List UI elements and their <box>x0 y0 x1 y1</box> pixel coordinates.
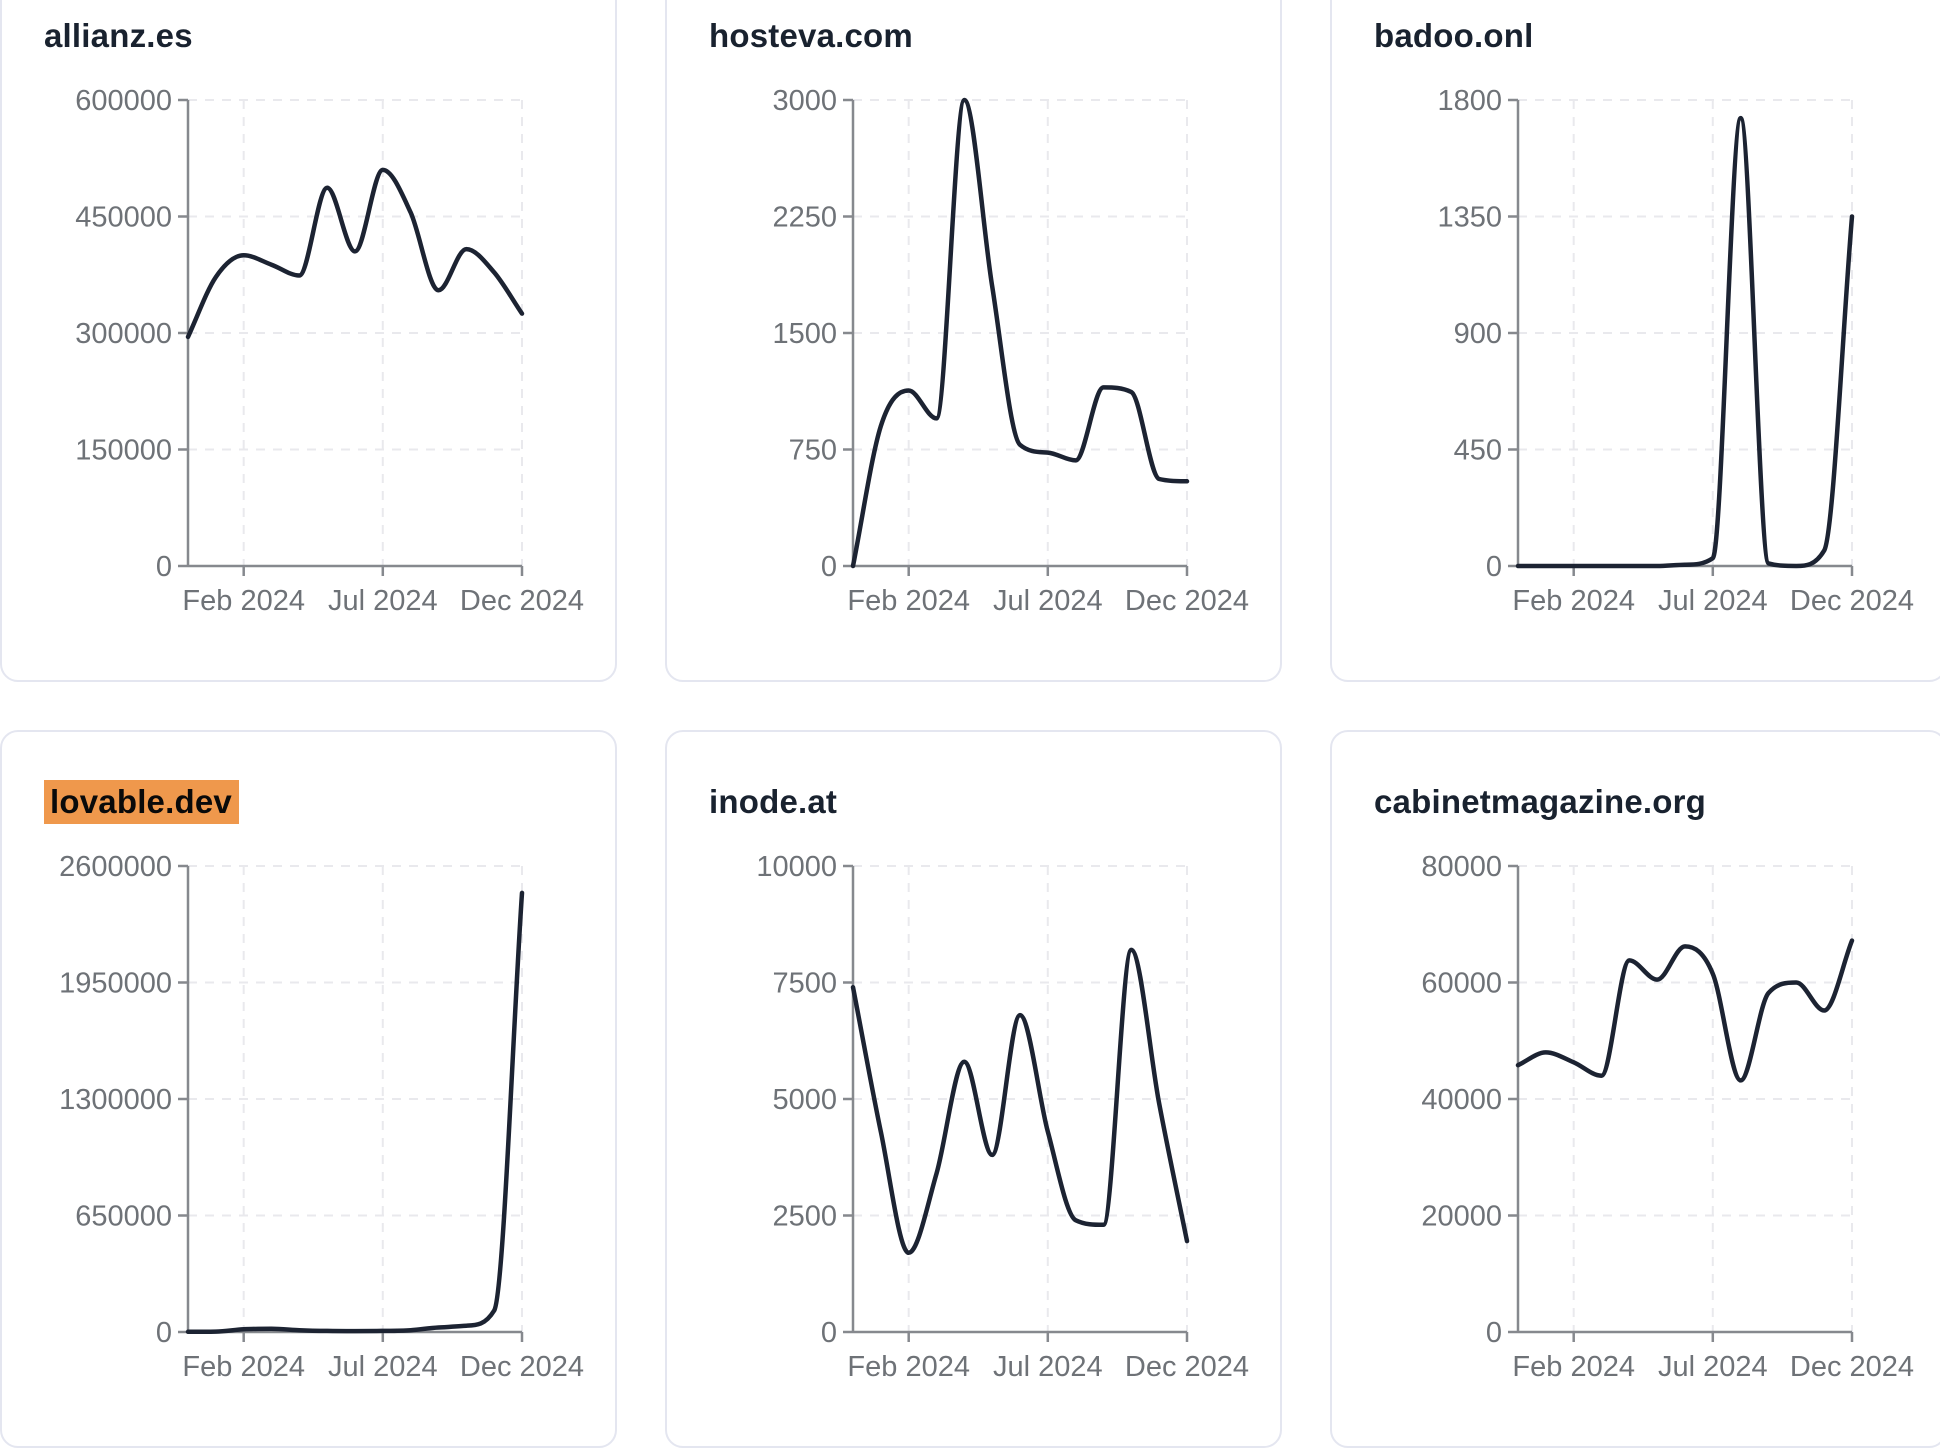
y-axis-tick-label: 0 <box>821 551 837 583</box>
y-axis-tick-label: 650000 <box>75 1201 172 1233</box>
y-axis-tick-label: 0 <box>1486 1317 1502 1349</box>
y-axis-tick-label: 900 <box>1454 318 1502 350</box>
y-axis-tick-label: 1500 <box>772 318 837 350</box>
x-axis-tick-label: Jul 2024 <box>328 1351 438 1383</box>
chart-card-hosteva-com: hosteva.com 0 750 1500 2250 3000 Feb 2024 Jul … <box>665 0 1282 682</box>
domain-title-text: badoo.onl <box>1374 17 1534 54</box>
x-axis-tick-label: Feb 2024 <box>847 585 970 617</box>
x-axis-tick-label: Jul 2024 <box>1658 585 1768 617</box>
x-axis-tick-label: Jul 2024 <box>1658 1351 1768 1383</box>
line-chart: 0 20000 40000 60000 80000 Feb 2024 Jul 2024 Dec… <box>1421 851 1914 1383</box>
x-axis-tick-label: Dec 2024 <box>1125 585 1249 617</box>
y-axis-tick-label: 0 <box>156 1317 172 1349</box>
domain-title: badoo.onl <box>1374 16 1940 56</box>
y-axis-tick-label: 40000 <box>1421 1084 1502 1116</box>
y-axis-tick-label: 5000 <box>772 1084 837 1116</box>
y-axis-tick-label: 2600000 <box>59 851 172 883</box>
chart-card-lovable-dev: lovable.dev 0 650000 1300000 1950000 2600000… <box>0 730 617 1448</box>
trend-line <box>185 890 525 1335</box>
chart-card-inode-at: inode.at 0 2500 5000 7500 10000 Feb 2024 Jul 2… <box>665 730 1282 1448</box>
domain-title: inode.at <box>709 782 1280 822</box>
y-axis-tick-label: 1350 <box>1437 202 1502 234</box>
x-axis-tick-label: Feb 2024 <box>182 1351 305 1383</box>
y-axis-tick-label: 450 <box>1454 435 1502 467</box>
x-axis-tick-label: Feb 2024 <box>1512 1351 1635 1383</box>
domain-title-text: cabinetmagazine.org <box>1374 783 1707 820</box>
y-axis-tick-label: 1800 <box>1437 85 1502 117</box>
y-axis-tick-label: 0 <box>821 1317 837 1349</box>
x-axis-tick-label: Jul 2024 <box>993 1351 1103 1383</box>
y-axis-tick-label: 2250 <box>772 202 837 234</box>
x-axis-tick-label: Jul 2024 <box>328 585 438 617</box>
chart-card-allianz-es: allianz.es 0 150000 300000 450000 600000 Feb … <box>0 0 617 682</box>
y-axis-tick-label: 0 <box>1486 551 1502 583</box>
line-chart: 0 150000 300000 450000 600000 Feb 2024 Jul 202… <box>75 85 584 617</box>
domain-title: hosteva.com <box>709 16 1280 56</box>
trend-line <box>1515 115 1855 569</box>
trend-line <box>185 167 525 340</box>
y-axis-tick-label: 1950000 <box>59 968 172 1000</box>
domain-title: allianz.es <box>44 16 615 56</box>
y-axis-tick-label: 0 <box>156 551 172 583</box>
y-axis-tick-label: 1300000 <box>59 1084 172 1116</box>
x-axis-tick-label: Jul 2024 <box>993 585 1103 617</box>
x-axis-tick-label: Dec 2024 <box>460 585 584 617</box>
x-axis-tick-label: Feb 2024 <box>182 585 305 617</box>
y-axis-tick-label: 7500 <box>772 968 837 1000</box>
y-axis-tick-label: 600000 <box>75 85 172 117</box>
x-axis-tick-label: Dec 2024 <box>1125 1351 1249 1383</box>
domain-title-text-highlighted: lovable.dev <box>44 780 239 824</box>
trend-line <box>1515 938 1855 1083</box>
chart-card-badoo-onl: badoo.onl 0 450 900 1350 1800 Feb 2024 Jul 202… <box>1330 0 1940 682</box>
line-chart: 0 650000 1300000 1950000 2600000 Feb 2024 Jul … <box>59 851 584 1383</box>
domain-title: cabinetmagazine.org <box>1374 782 1940 822</box>
domain-title-text: hosteva.com <box>709 17 913 54</box>
y-axis-tick-label: 450000 <box>75 202 172 234</box>
domain-title-text: allianz.es <box>44 17 193 54</box>
y-axis-tick-label: 10000 <box>756 851 837 883</box>
line-chart: 0 450 900 1350 1800 Feb 2024 Jul 2024 Dec 2024 <box>1437 85 1914 617</box>
x-axis-tick-label: Feb 2024 <box>1512 585 1635 617</box>
domain-title-text: inode.at <box>709 783 838 820</box>
chart-card-cabinetmagazine-org: cabinetmagazine.org 0 20000 40000 60000 8000… <box>1330 730 1940 1448</box>
trend-line <box>850 97 1190 569</box>
x-axis-tick-label: Dec 2024 <box>1790 1351 1914 1383</box>
y-axis-tick-label: 150000 <box>75 435 172 467</box>
line-chart: 0 2500 5000 7500 10000 Feb 2024 Jul 2024 Dec 20… <box>756 851 1249 1383</box>
domain-title: lovable.dev <box>44 780 615 824</box>
trend-line <box>850 947 1190 1256</box>
y-axis-tick-label: 2500 <box>772 1201 837 1233</box>
x-axis-tick-label: Feb 2024 <box>847 1351 970 1383</box>
y-axis-tick-label: 60000 <box>1421 968 1502 1000</box>
x-axis-tick-label: Dec 2024 <box>1790 585 1914 617</box>
x-axis-tick-label: Dec 2024 <box>460 1351 584 1383</box>
y-axis-tick-label: 20000 <box>1421 1201 1502 1233</box>
y-axis-tick-label: 80000 <box>1421 851 1502 883</box>
line-chart: 0 750 1500 2250 3000 Feb 2024 Jul 2024 Dec 2024 <box>772 85 1249 617</box>
y-axis-tick-label: 750 <box>789 435 837 467</box>
y-axis-tick-label: 3000 <box>772 85 837 117</box>
y-axis-tick-label: 300000 <box>75 318 172 350</box>
